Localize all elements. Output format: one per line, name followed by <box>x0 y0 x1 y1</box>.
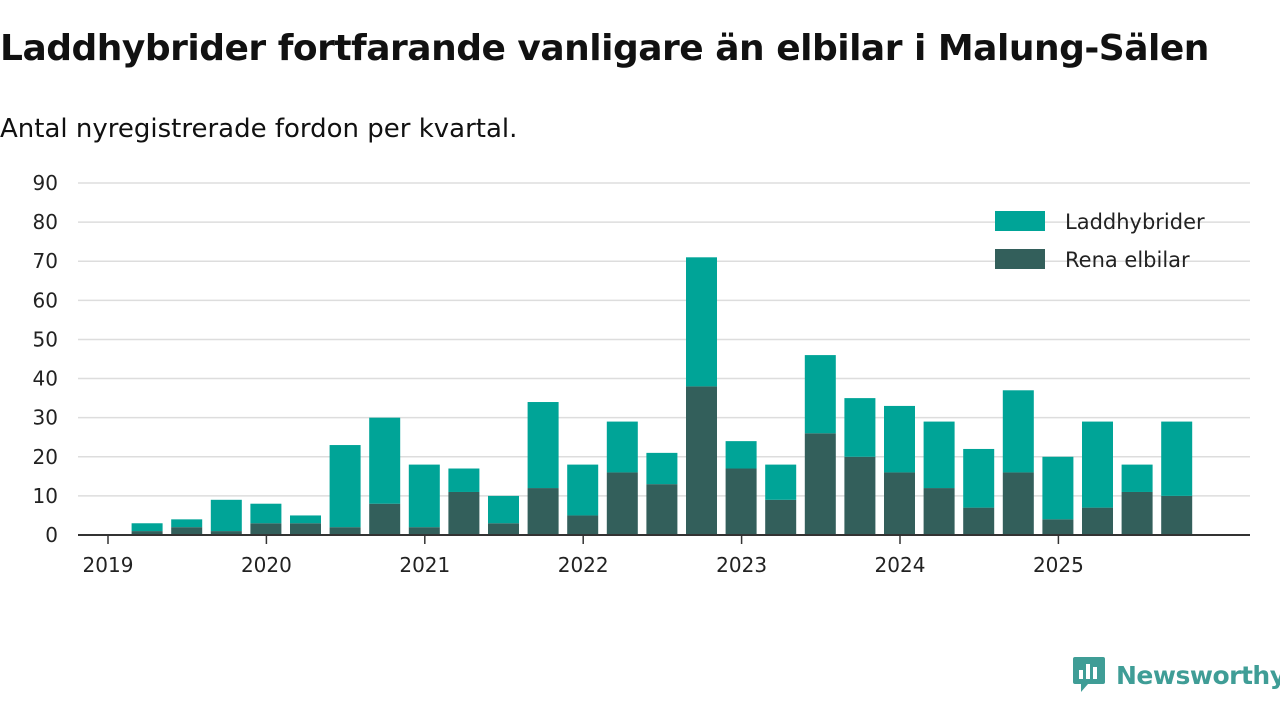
bar-rena-elbilar <box>1121 491 1153 535</box>
bar-laddhybrider <box>329 445 361 528</box>
x-axis: 2019 2020 2021 2022 2023 2024 2025 <box>78 534 1250 577</box>
bar-rena-elbilar <box>369 503 401 535</box>
bar-rena-elbilar <box>646 484 678 535</box>
y-tick-label: 20 <box>33 445 58 469</box>
bar-rena-elbilar <box>686 386 717 535</box>
bar-laddhybrider <box>923 421 955 489</box>
x-tick-label: 2021 <box>399 553 450 577</box>
bar-rena-elbilar <box>131 531 163 535</box>
bar-laddhybrider <box>369 417 401 504</box>
legend-swatch-laddhybrider <box>995 211 1045 231</box>
newsworthy-logo: Newsworthy <box>1072 655 1280 695</box>
x-tick-label: 2025 <box>1033 553 1084 577</box>
bar-rena-elbilar <box>923 488 955 535</box>
bar-laddhybrider <box>567 464 599 516</box>
y-tick-label: 10 <box>33 484 58 508</box>
y-axis-ticks: 0 10 20 30 40 50 60 70 80 90 <box>33 171 58 547</box>
bar-rena-elbilar <box>884 472 915 535</box>
bar-rena-elbilar <box>527 488 559 535</box>
bars <box>131 257 1193 535</box>
bar-laddhybrider <box>448 468 480 492</box>
bar-laddhybrider <box>408 464 440 528</box>
y-tick-label: 50 <box>33 327 58 351</box>
bar-laddhybrider <box>1161 421 1193 496</box>
bar-laddhybrider <box>686 257 717 387</box>
chart-subtitle: Antal nyregistrerade fordon per kvartal. <box>0 114 518 144</box>
bar-laddhybrider <box>250 503 282 524</box>
bar-rena-elbilar <box>290 523 321 535</box>
bar-laddhybrider <box>1042 456 1074 520</box>
bar-laddhybrider <box>1121 464 1153 492</box>
y-tick-label: 30 <box>33 406 58 430</box>
x-tick-label: 2023 <box>716 553 767 577</box>
bar-laddhybrider <box>765 464 797 500</box>
bar-laddhybrider <box>1002 390 1034 473</box>
y-tick-label: 70 <box>33 249 58 273</box>
legend-swatch-rena-elbilar <box>995 249 1045 269</box>
bar-laddhybrider <box>963 448 995 508</box>
bar-laddhybrider <box>290 515 321 524</box>
newsworthy-logo-icon <box>1073 657 1105 692</box>
y-tick-label: 60 <box>33 288 58 312</box>
bar-laddhybrider <box>804 355 836 434</box>
bar-rena-elbilar <box>606 472 638 535</box>
bar-rena-elbilar <box>1082 507 1113 535</box>
bar-rena-elbilar <box>488 523 519 535</box>
bar-laddhybrider <box>210 499 242 532</box>
bar-laddhybrider <box>606 421 638 473</box>
bar-rena-elbilar <box>1161 495 1193 535</box>
legend: Laddhybrider Rena elbilar <box>995 210 1205 272</box>
bar-rena-elbilar <box>210 531 242 535</box>
bar-rena-elbilar <box>250 523 282 535</box>
bar-rena-elbilar <box>725 468 757 535</box>
bar-rena-elbilar <box>329 527 361 535</box>
y-tick-label: 0 <box>45 523 58 547</box>
chart-title: Laddhybrider fortfarande vanligare än el… <box>0 28 1209 69</box>
legend-label-rena-elbilar: Rena elbilar <box>1065 248 1190 272</box>
bar-laddhybrider <box>725 441 757 469</box>
bar-rena-elbilar <box>567 515 599 535</box>
bar-rena-elbilar <box>963 507 995 535</box>
x-tick-label: 2019 <box>83 553 134 577</box>
bar-laddhybrider <box>1082 421 1113 508</box>
bar-laddhybrider <box>488 495 519 524</box>
legend-label-laddhybrider: Laddhybrider <box>1065 210 1205 234</box>
bar-laddhybrider <box>527 402 559 489</box>
x-tick-label: 2020 <box>241 553 292 577</box>
x-tick-label: 2022 <box>558 553 609 577</box>
y-tick-label: 80 <box>33 210 58 234</box>
y-tick-label: 40 <box>33 367 58 391</box>
brand-name: Newsworthy <box>1116 660 1280 690</box>
stacked-bar-chart: 0 10 20 30 40 50 60 70 80 90 2019 2020 2021 2022 2023… <box>33 171 1250 577</box>
bar-laddhybrider <box>171 519 203 528</box>
bar-rena-elbilar <box>1002 472 1034 535</box>
bar-laddhybrider <box>884 405 915 473</box>
bar-rena-elbilar <box>408 527 440 535</box>
bar-rena-elbilar <box>844 456 876 535</box>
bar-rena-elbilar <box>448 491 480 535</box>
bar-rena-elbilar <box>171 527 203 535</box>
bar-rena-elbilar <box>1042 519 1074 535</box>
bar-laddhybrider <box>844 398 876 457</box>
bar-rena-elbilar <box>765 499 797 535</box>
y-tick-label: 90 <box>33 171 58 195</box>
bar-laddhybrider <box>131 523 163 532</box>
bar-rena-elbilar <box>804 433 836 535</box>
bar-laddhybrider <box>646 452 678 485</box>
x-tick-label: 2024 <box>875 553 926 577</box>
grid-lines <box>78 182 1250 497</box>
